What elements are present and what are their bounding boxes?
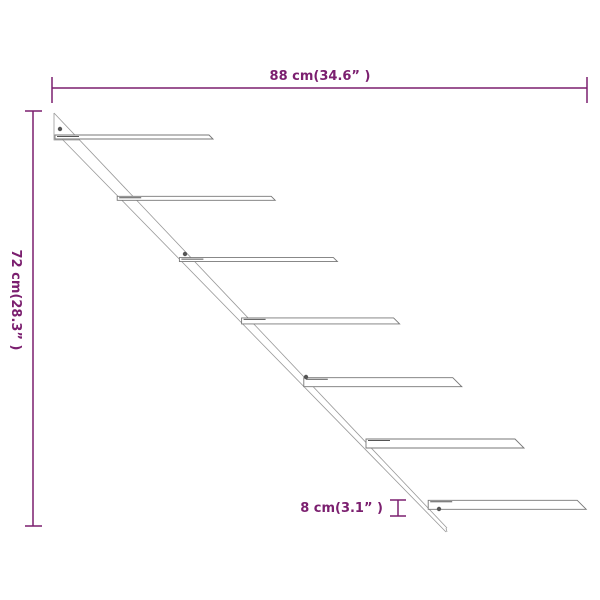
shelf <box>303 377 463 388</box>
shelves <box>54 134 588 510</box>
frame-top-bracket <box>53 113 80 141</box>
shelf-outline <box>303 377 463 388</box>
spacing-dimension <box>390 499 406 517</box>
shelf-outline <box>116 195 277 201</box>
shelf <box>365 438 526 449</box>
mounting-screws <box>57 126 442 512</box>
frame-edge-inner <box>60 137 447 533</box>
shelf <box>427 499 588 510</box>
screw-icon <box>182 251 188 257</box>
shelf <box>116 195 277 201</box>
shelf-outline <box>178 257 339 263</box>
shelf-outline <box>365 438 526 449</box>
shelf <box>178 257 339 263</box>
frame-bottom-end <box>445 527 448 533</box>
shelf-outline <box>54 134 215 140</box>
screw-icon <box>436 506 442 512</box>
width-label: 88 cm(34.6” ) <box>270 69 371 84</box>
screw-icon <box>303 374 309 380</box>
width-dimension <box>51 77 588 103</box>
screw-icon <box>57 126 63 132</box>
shelf-outline <box>241 317 401 325</box>
shelf <box>241 317 401 325</box>
shelf-outline <box>427 499 588 510</box>
spacing-label: 8 cm(3.1” ) <box>300 501 383 516</box>
shelf <box>54 134 215 140</box>
height-label: 72 cm(28.3” ) <box>8 250 23 351</box>
height-dimension <box>25 110 42 527</box>
